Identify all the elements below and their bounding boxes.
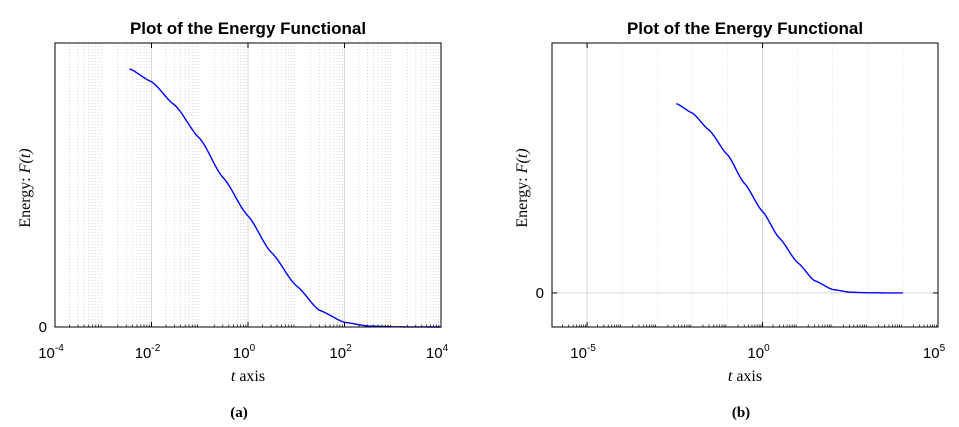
chart-a-ylabel: Energy: F(t)	[17, 148, 34, 227]
chart-b-plot-frame	[551, 42, 939, 328]
chart-a-ylabel-var: F(t)	[17, 148, 34, 174]
chart-b-series-line	[676, 102, 903, 294]
chart-a-series-line	[129, 68, 441, 328]
x-tick-label: 104	[426, 343, 449, 362]
chart-b-ylabel-rest: Energy:	[514, 173, 531, 227]
chart-a-ylabel-rest: Energy:	[17, 173, 34, 227]
chart-b: Plot of the Energy Functional 10-5 100 105…	[514, 19, 946, 421]
x-tick-label: 100	[747, 343, 770, 362]
chart-b-caption: (b)	[732, 405, 750, 421]
y-tick-label: 0	[536, 285, 544, 302]
chart-b-ylabel: Energy: F(t)	[514, 148, 531, 227]
chart-b-ylabel-var: F(t)	[514, 148, 531, 174]
chart-a-caption: (a)	[230, 405, 248, 421]
chart-a-xlabel-var: t	[231, 368, 236, 385]
chart-a-grid	[54, 43, 442, 328]
chart-a: Plot of the Energy Functional 10-4 10-2 10…	[17, 19, 449, 421]
x-tick-label: 10-5	[570, 343, 596, 362]
y-tick-label: 0	[39, 319, 47, 336]
x-tick-label: 105	[923, 343, 946, 362]
x-tick-label: 10-2	[135, 343, 161, 362]
chart-b-title: Plot of the Energy Functional	[627, 19, 863, 38]
x-tick-label: 102	[329, 343, 352, 362]
chart-a-ticks: 10-4 10-2 100 102 104 0	[38, 43, 449, 362]
chart-a-xlabel-rest: axis	[235, 368, 265, 385]
chart-b-xlabel-var: t	[728, 368, 733, 385]
chart-a-xlabel: t axis	[231, 368, 265, 385]
x-tick-label: 10-4	[38, 343, 64, 362]
chart-b-ticks: 10-5 100 105 0	[536, 43, 946, 362]
x-tick-label: 100	[233, 343, 256, 362]
chart-b-xlabel: t axis	[728, 368, 762, 385]
chart-a-title: Plot of the Energy Functional	[130, 19, 366, 38]
chart-b-xlabel-rest: axis	[732, 368, 762, 385]
